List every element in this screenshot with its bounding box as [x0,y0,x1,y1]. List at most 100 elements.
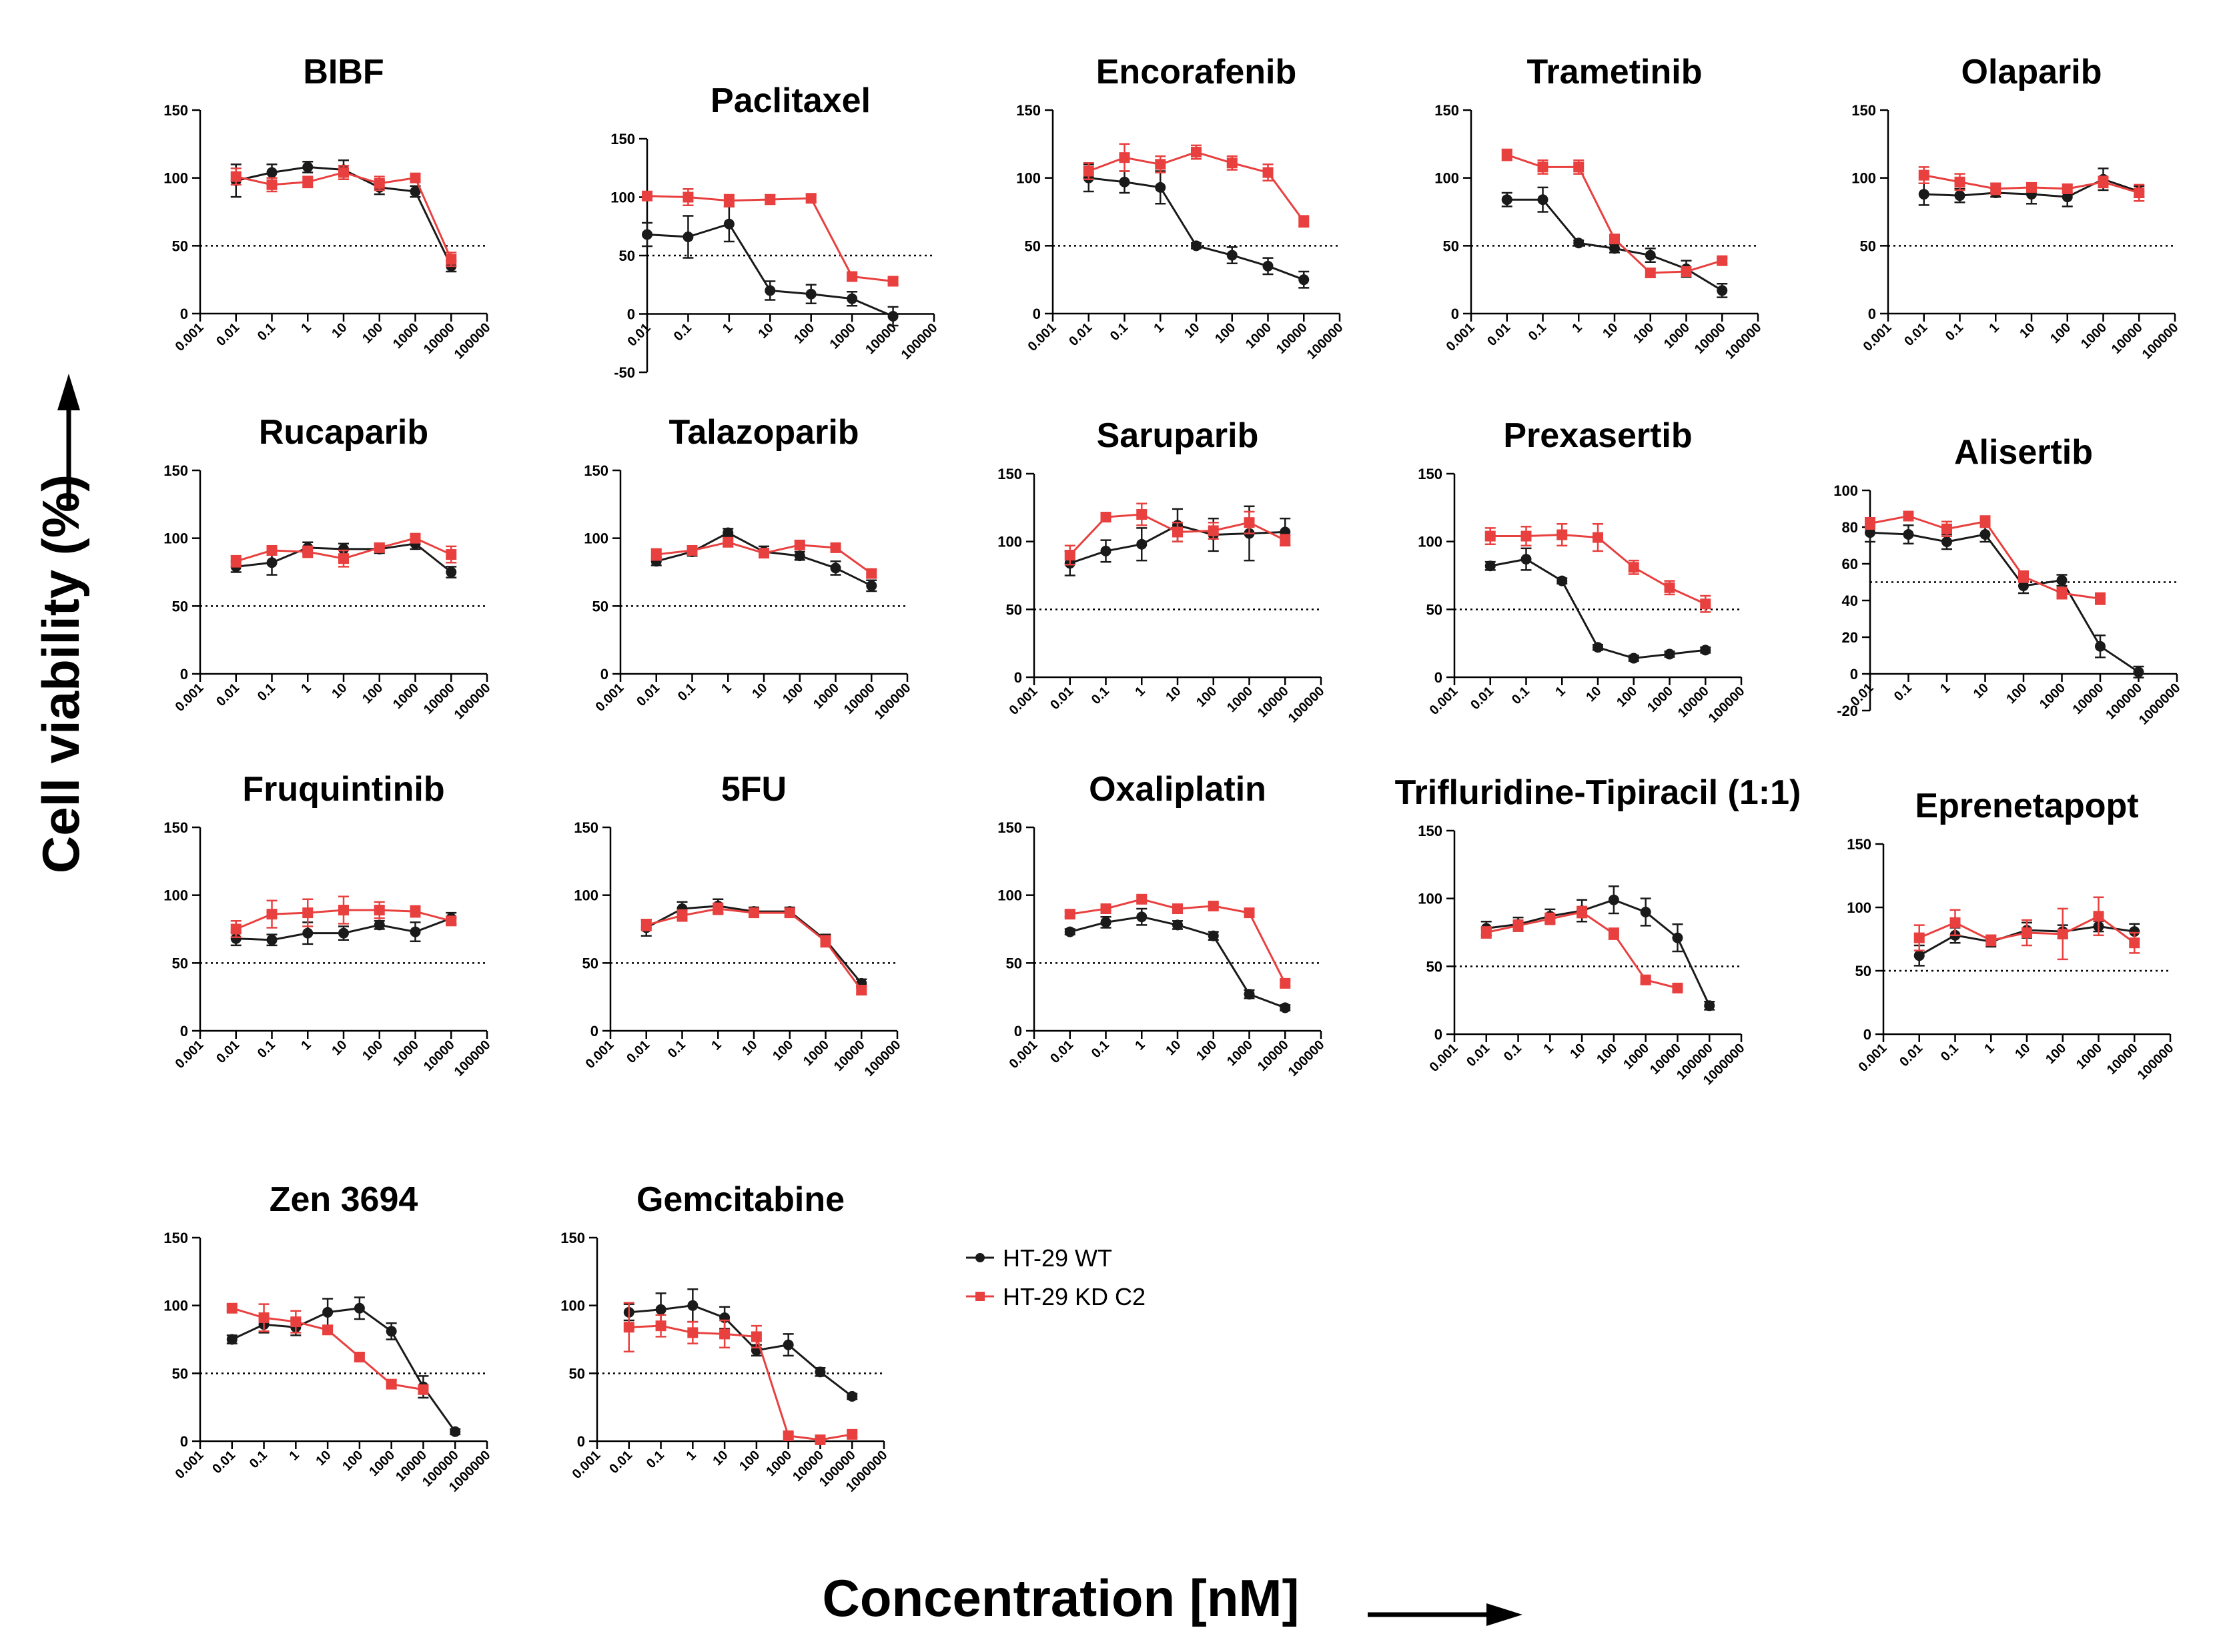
y-tick-label: 0 [577,1433,585,1450]
x-tick-label: 100 [1631,320,1657,346]
x-tick-label: 1 [1151,320,1166,336]
data-point [1100,545,1111,556]
x-tick-label: 10 [1600,320,1621,341]
y-tick-label: 0 [180,306,188,322]
x-tick-label: 0.01 [624,320,653,349]
y-tick-label: 150 [163,1230,188,1246]
y-tick-label: 50 [582,955,598,971]
x-tick-label: 1 [719,681,734,696]
x-tick-label: 0.001 [1007,1038,1041,1072]
data-point [354,1302,365,1314]
x-tick-label: 100 [791,320,817,346]
data-point [719,1328,731,1340]
data-point [374,919,385,931]
data-point [1640,974,1651,985]
panel-title-gemcitabine: Gemcitabine [636,1180,845,1219]
series-ht-29-kd-c2 [1480,905,1683,993]
x-tick-label: 0.001 [1427,1041,1461,1075]
data-point [655,1304,666,1315]
data-point [830,562,841,574]
data-point [2134,187,2145,199]
legend: HT-29 WT HT-29 KD C2 [966,1244,1146,1310]
x-tick-label: 10 [749,681,770,701]
data-point [1954,176,1965,187]
x-tick-label: 10 [1583,684,1604,705]
data-point [784,907,795,919]
panel-title-5fu: 5FU [721,770,787,809]
data-point [783,1339,794,1350]
x-arrow [1368,1603,1522,1626]
y-tick-label: 0 [1868,306,1876,322]
data-point [1918,169,1929,181]
y-tick-label: 0 [1863,1026,1871,1043]
series-ht-29-kd-c2 [650,536,877,579]
y-tick-label: 150 [1016,102,1041,119]
x-tick-label: 100000 [872,681,914,723]
data-point [1136,893,1148,905]
data-point [1672,982,1683,993]
y-tick-label: 40 [1842,592,1858,609]
y-tick-label: 100 [997,887,1022,904]
y-tick-label: 150 [1418,823,1442,839]
data-point [410,172,421,183]
x-tick-label: 1 [298,320,314,336]
panel-title-zen-3694: Zen 3694 [270,1180,418,1219]
series-ht-29-kd-c2 [230,895,457,938]
data-point [887,311,899,322]
x-tick-label: 100 [360,681,386,707]
y-tick-label: 60 [1842,556,1858,572]
data-point [1865,527,1875,538]
x-tick-label: 1000 [390,1038,422,1069]
legend-label-kd: HT-29 KD C2 [1003,1283,1146,1310]
y-tick-label: 100 [163,887,188,904]
x-tick-label: 0.01 [213,320,242,349]
panel-title-trifluridine-tipiracil-1-1: Trifluridine-Tipiracil (1:1) [1395,773,1801,812]
x-tick-label: 100000 [1304,320,1346,362]
data-point [2056,574,2068,586]
data-point [302,546,314,557]
y-tick-label: 0 [600,666,608,683]
data-point [1918,189,1929,200]
data-point [677,910,688,921]
y-tick-label: 50 [1860,238,1876,254]
x-tick-label: 100 [1594,1041,1620,1067]
x-tick-label: 1 [286,1448,302,1463]
x-tick-label: 10 [739,1038,760,1058]
data-point [1941,536,1952,547]
data-point [338,927,349,939]
x-tick-label: 1000000 [2136,681,2184,728]
data-point [1064,909,1075,920]
x-tick-label: 100 [780,681,806,707]
x-tick-label: 100 [2048,320,2074,346]
x-tick-label: 1 [720,320,735,336]
data-point [1645,268,1656,278]
x-tick-label: 100000 [899,320,941,362]
data-point [266,557,278,568]
x-tick-label: 1000 [1661,320,1693,352]
y-tick-label: 80 [1842,519,1858,536]
data-point [302,161,314,173]
x-tick-label: 0.01 [1047,684,1076,713]
y-tick-label: 0 [1451,306,1459,322]
x-tick-label: 1000 [811,681,842,712]
x-tick-label: 0.1 [1891,681,1915,704]
y-tick-label: 0 [1434,1026,1442,1043]
x-tick-label: 1 [683,1448,699,1463]
data-point [266,934,278,945]
data-point [1556,575,1568,586]
y-tick-label: 150 [163,102,188,119]
y-axis-label: Cell viability (%) [31,474,90,873]
data-point [1298,274,1310,286]
data-point [410,906,421,917]
y-tick-label: 50 [569,1365,585,1382]
y-tick-label: 50 [172,238,188,254]
panel-title-oxaliplatin: Oxaliplatin [1089,770,1266,809]
data-point [1903,510,1914,522]
series-ht-29-kd-c2 [1064,893,1291,989]
